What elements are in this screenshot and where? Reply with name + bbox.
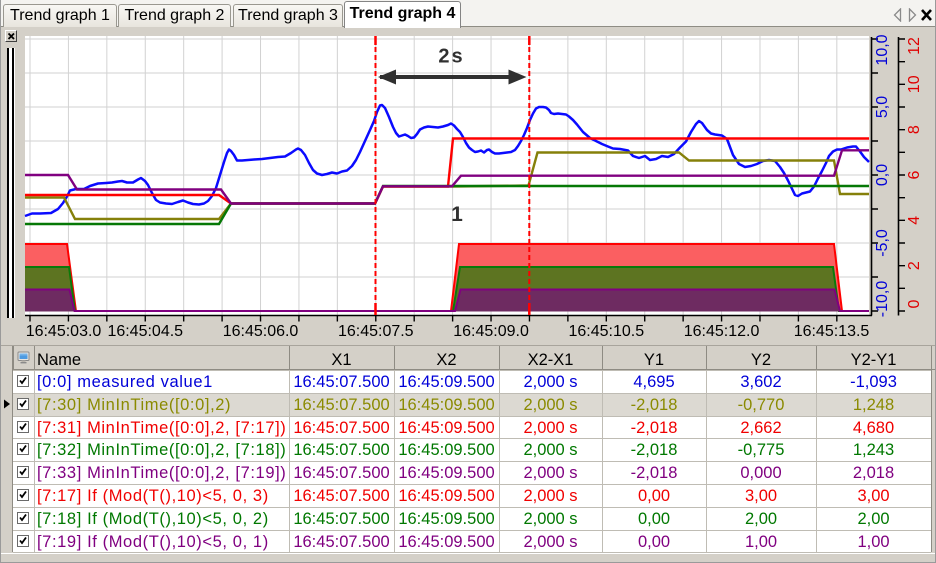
svg-text:-5,0: -5,0 bbox=[874, 229, 891, 257]
svg-text:2s: 2s bbox=[438, 46, 464, 68]
svg-text:10,0: 10,0 bbox=[874, 34, 891, 65]
svg-text:16:45:09.0: 16:45:09.0 bbox=[453, 323, 529, 340]
svg-text:16:45:06.0: 16:45:06.0 bbox=[223, 323, 299, 340]
svg-text:16:45:12.0: 16:45:12.0 bbox=[684, 323, 760, 340]
svg-text:0,0: 0,0 bbox=[874, 164, 891, 186]
svg-text:16:45:04.5: 16:45:04.5 bbox=[107, 323, 183, 340]
svg-text:16:45:03.0: 16:45:03.0 bbox=[26, 323, 102, 340]
svg-text:16:45:13.5: 16:45:13.5 bbox=[794, 323, 870, 340]
svg-text:5,0: 5,0 bbox=[874, 96, 891, 118]
svg-text:2: 2 bbox=[906, 261, 923, 270]
svg-text:1: 1 bbox=[451, 203, 463, 226]
svg-text:16:45:10.5: 16:45:10.5 bbox=[568, 323, 644, 340]
svg-text:10: 10 bbox=[906, 75, 923, 93]
svg-text:4: 4 bbox=[906, 216, 923, 225]
svg-text:12: 12 bbox=[906, 37, 923, 55]
svg-text:0: 0 bbox=[906, 299, 923, 308]
svg-text:-10,0: -10,0 bbox=[874, 281, 891, 318]
svg-text:6: 6 bbox=[906, 170, 923, 179]
svg-text:16:45:07.5: 16:45:07.5 bbox=[338, 323, 414, 340]
svg-text:8: 8 bbox=[906, 125, 923, 134]
